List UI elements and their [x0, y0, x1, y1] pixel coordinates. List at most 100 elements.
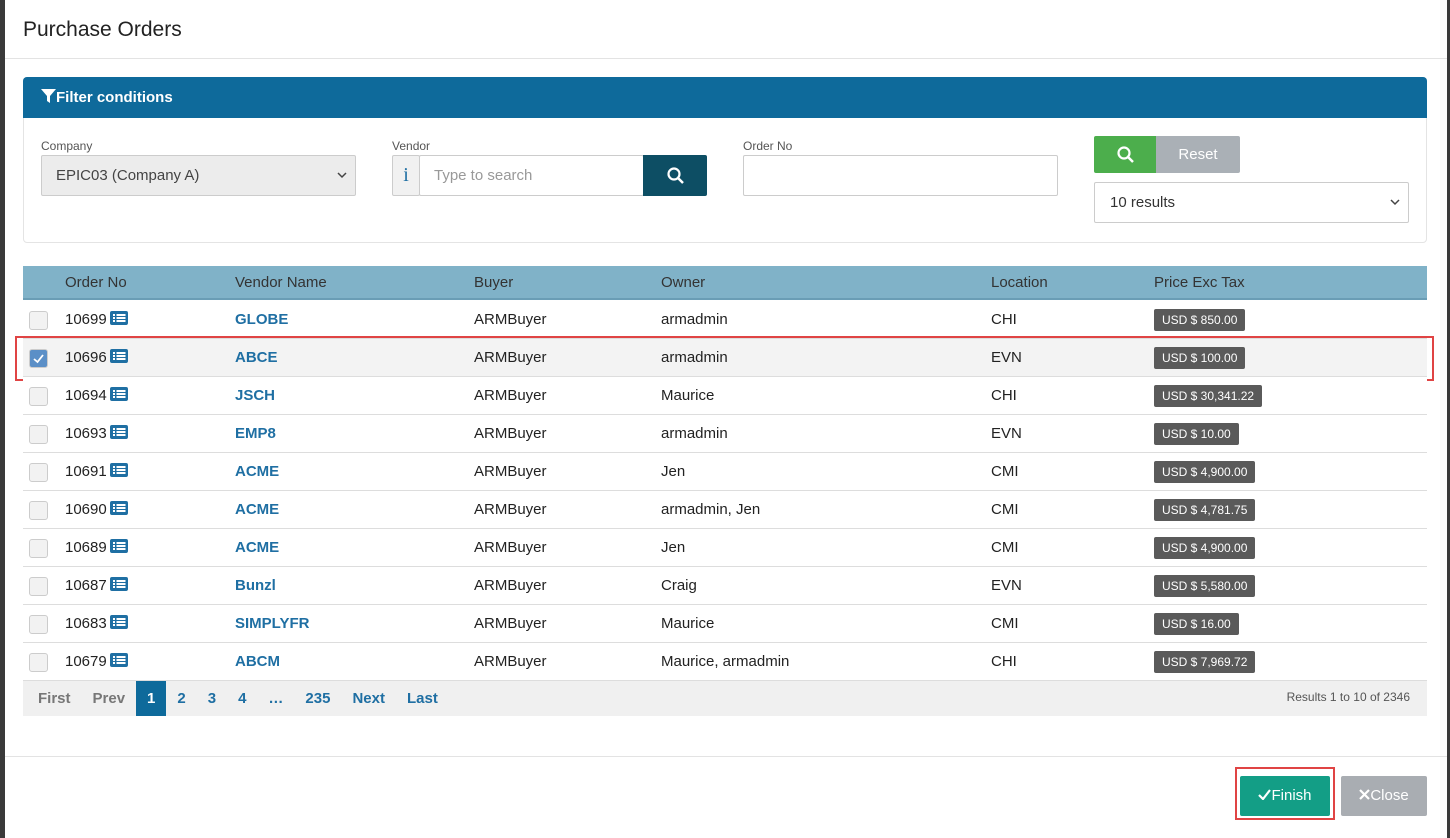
buyer: ARMBuyer — [474, 463, 547, 480]
table-row[interactable]: 10699 GLOBE ARMBuyer armadmin CHI USD $ 850.0… — [23, 301, 1427, 339]
buyer: ARMBuyer — [474, 387, 547, 404]
buyer: ARMBuyer — [474, 349, 547, 366]
table-row[interactable]: 10690 ACME ARMBuyer armadmin, Jen CMI USD $ 4… — [23, 491, 1427, 529]
finish-label: Finish — [1271, 787, 1312, 804]
column-header: Buyer — [474, 274, 514, 291]
order-no: 10696 — [65, 339, 128, 377]
highlight — [15, 336, 1434, 381]
row-checkbox[interactable] — [29, 425, 48, 444]
search-icon — [1117, 146, 1134, 163]
order-no-text: 10689 — [65, 539, 107, 556]
page-link[interactable]: First — [38, 690, 71, 707]
column-header: Price Exc Tax — [1154, 274, 1245, 291]
reset-button[interactable]: Reset — [1156, 136, 1240, 173]
page-link[interactable]: Last — [406, 690, 438, 707]
vendor-link[interactable]: GLOBE — [235, 311, 289, 328]
row-checkbox[interactable] — [29, 501, 48, 520]
buyer: ARMBuyer — [474, 577, 547, 594]
vendor-search-button[interactable] — [643, 155, 707, 196]
vendor-link[interactable]: ACME — [235, 501, 280, 518]
table-row[interactable]: 10679 ABCM ARMBuyer Maurice, armadmin CHI USD… — [23, 643, 1427, 681]
row-checkbox[interactable] — [29, 387, 48, 406]
buyer: ARMBuyer — [474, 653, 547, 670]
vendor-link[interactable]: ACME — [235, 539, 280, 556]
order-input[interactable] — [743, 155, 1058, 196]
close-button[interactable]: Close — [1341, 776, 1427, 816]
buyer: ARMBuyer — [474, 539, 547, 556]
price-badge: USD $ 4,900.00 — [1154, 537, 1256, 559]
location: CMI — [991, 539, 1019, 556]
table-row[interactable]: 10693 EMP8 ARMBuyer armadmin EVN USD $ 10.00 — [23, 415, 1427, 453]
row-checkbox[interactable] — [29, 539, 48, 558]
filter-header[interactable]: Filter conditions — [23, 77, 1427, 118]
vendor-link[interactable]: ABCM — [235, 653, 280, 670]
page-link[interactable]: Prev — [92, 690, 126, 707]
list-icon — [109, 387, 128, 401]
page-link[interactable]: … — [268, 690, 284, 707]
location: EVN — [991, 577, 1022, 594]
vendor-link[interactable]: SIMPLYFR — [235, 615, 310, 632]
vendor-link[interactable]: Bunzl — [235, 577, 276, 594]
order-no: 10687 — [65, 567, 128, 605]
order-no: 10679 — [65, 643, 128, 681]
vendor-input[interactable]: Type to search — [419, 155, 644, 196]
location: EVN — [991, 349, 1022, 366]
location: CMI — [991, 463, 1019, 480]
table-row[interactable]: 10687 Bunzl ARMBuyer Craig EVN USD $ 5,580.00 — [23, 567, 1427, 605]
divider — [5, 58, 1447, 59]
row-checkbox[interactable] — [29, 463, 48, 482]
price-badge: USD $ 100.00 — [1154, 347, 1246, 369]
vendor-link[interactable]: ACME — [235, 463, 280, 480]
price-badge: USD $ 16.00 — [1154, 613, 1239, 635]
location: CHI — [991, 387, 1017, 404]
search-button[interactable] — [1094, 136, 1156, 173]
page-link[interactable]: Next — [352, 690, 385, 707]
page-link[interactable]: 1 — [136, 681, 167, 716]
table-row[interactable]: 10691 ACME ARMBuyer Jen CMI USD $ 4,900.00 — [23, 453, 1427, 491]
vendor-link[interactable]: JSCH — [235, 387, 276, 404]
owner: Maurice, armadmin — [661, 653, 790, 670]
table-row[interactable]: 10689 ACME ARMBuyer Jen CMI USD $ 4,900.00 — [23, 529, 1427, 567]
buyer: ARMBuyer — [474, 425, 547, 442]
results-summary: Results 1 to 10 of 2346 — [1286, 690, 1410, 704]
filter-icon — [41, 89, 56, 103]
column-header: Vendor Name — [235, 274, 327, 291]
location: CHI — [991, 311, 1017, 328]
close-label: Close — [1370, 787, 1409, 804]
vendor-label: Vendor — [392, 139, 431, 153]
owner: armadmin, Jen — [661, 501, 761, 518]
order-no: 10693 — [65, 415, 128, 453]
finish-button[interactable]: Finish — [1240, 776, 1330, 816]
page-link[interactable]: 4 — [238, 690, 247, 707]
page-link[interactable]: 2 — [177, 690, 186, 707]
column-header: Order No — [65, 274, 127, 291]
table-row[interactable]: 10694 JSCH ARMBuyer Maurice CHI USD $ 30,341.… — [23, 377, 1427, 415]
list-icon — [109, 615, 128, 629]
order-no-text: 10699 — [65, 311, 107, 328]
company-select[interactable]: EPIC03 (Company A) — [41, 155, 356, 196]
page-link[interactable]: 235 — [305, 690, 331, 707]
vendor-link[interactable]: EMP8 — [235, 425, 276, 442]
results-select[interactable]: 10 results — [1094, 182, 1409, 223]
owner: Craig — [661, 577, 697, 594]
company-value: EPIC03 (Company A) — [56, 167, 200, 184]
order-no: 10691 — [65, 453, 128, 491]
order-no-text: 10694 — [65, 387, 107, 404]
list-icon — [109, 577, 128, 591]
table-row[interactable]: 10696 ABCE ARMBuyer armadmin EVN USD $ 100.00 — [23, 339, 1427, 377]
row-checkbox[interactable] — [29, 615, 48, 634]
location: CHI — [991, 653, 1017, 670]
row-checkbox[interactable] — [29, 653, 48, 672]
price-badge: USD $ 10.00 — [1154, 423, 1239, 445]
table-row[interactable]: 10683 SIMPLYFR ARMBuyer Maurice CMI USD $ 16.… — [23, 605, 1427, 643]
page-link[interactable]: 3 — [207, 690, 217, 707]
modal-title: Purchase Orders — [23, 18, 182, 41]
list-icon — [109, 349, 128, 363]
highlight — [1235, 767, 1335, 820]
row-checkbox[interactable] — [29, 349, 48, 368]
order-no: 10690 — [65, 491, 128, 529]
price-badge: USD $ 4,900.00 — [1154, 461, 1256, 483]
row-checkbox[interactable] — [29, 577, 48, 596]
vendor-link[interactable]: ABCE — [235, 349, 278, 366]
row-checkbox[interactable] — [29, 311, 48, 330]
